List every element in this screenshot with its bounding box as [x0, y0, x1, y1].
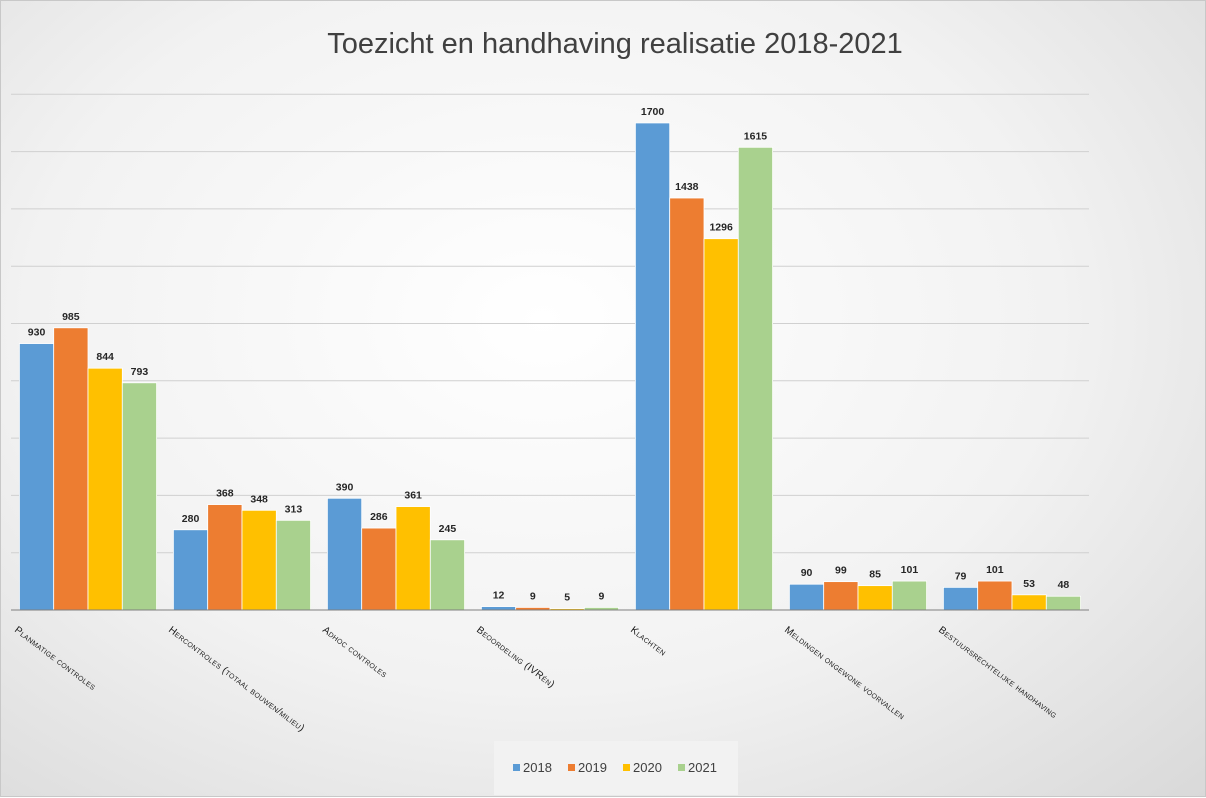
data-label: 9: [530, 590, 536, 602]
bar-2020: [1011, 594, 1047, 611]
data-label: 368: [216, 488, 234, 500]
bar-2018: [635, 122, 671, 611]
data-label: 348: [250, 493, 268, 505]
legend-swatch-2019: [568, 764, 575, 771]
category-label: Klachten: [628, 625, 668, 659]
data-label: 245: [439, 523, 457, 535]
data-label: 361: [404, 490, 422, 502]
category-label: Meldingen ongewone voorvallen: [782, 625, 906, 723]
data-label: 286: [370, 511, 388, 523]
bar-2018: [326, 497, 363, 611]
bar-2019: [53, 327, 89, 611]
data-label: 1296: [709, 222, 733, 234]
data-label: 1615: [744, 130, 768, 142]
data-label: 985: [62, 311, 80, 323]
bar-2018: [480, 606, 517, 611]
legend-label: 2018: [523, 760, 552, 775]
data-label: 85: [869, 569, 881, 581]
bar-2019: [977, 580, 1013, 611]
bar-2019: [361, 527, 397, 611]
data-label: 90: [801, 567, 813, 579]
bar-2020: [395, 506, 431, 611]
bar-2021: [737, 146, 773, 611]
data-label: 844: [96, 351, 114, 363]
data-label: 1700: [641, 106, 665, 118]
category-label: Planmatige controles: [12, 625, 98, 693]
bar-2020: [857, 585, 893, 611]
data-label: 9: [599, 590, 605, 602]
bar-2018: [18, 343, 55, 611]
gridlines: [11, 93, 1089, 554]
bar-2020: [87, 367, 123, 611]
category-label: Bestuursrechtelijke handhaving: [936, 625, 1059, 721]
bar-2021: [891, 580, 927, 611]
data-label: 99: [835, 565, 847, 577]
category-labels: Planmatige controles Hercontroles (totaal…: [12, 625, 1059, 735]
data-label: 5: [564, 592, 570, 604]
bar-2018: [172, 529, 209, 611]
bar-2019: [823, 581, 859, 611]
bar-2021: [1045, 595, 1082, 611]
bars: [18, 122, 1082, 611]
data-label: 101: [901, 564, 919, 576]
bar-2018: [789, 583, 825, 611]
bar-2021: [121, 382, 158, 611]
data-label: 79: [955, 570, 967, 582]
legend-label: 2021: [688, 760, 717, 775]
legend-swatch-2018: [513, 764, 520, 771]
data-label: 48: [1058, 579, 1070, 591]
bar-2020: [241, 509, 277, 611]
legend-label: 2020: [633, 760, 662, 775]
category-label: Adhoc controles: [320, 625, 389, 681]
category-label: Hercontroles (totaal bouwen/milieu): [166, 625, 306, 735]
bar-2018: [943, 586, 979, 611]
category-label: Beoordeling (IVRén): [474, 625, 556, 691]
data-label: 1438: [675, 181, 699, 193]
legend-box: [494, 741, 738, 795]
chart-title: Toezicht en handhaving realisatie 2018-2…: [327, 28, 903, 60]
data-label: 12: [493, 590, 505, 602]
legend: 2018 2019 2020 2021: [494, 741, 738, 795]
data-label: 793: [131, 366, 149, 378]
legend-items: 2018 2019 2020 2021: [513, 760, 717, 775]
data-label: 280: [182, 513, 200, 525]
bar-2019: [669, 197, 705, 611]
bar-2020: [703, 238, 739, 611]
data-label: 930: [28, 327, 46, 339]
legend-label: 2019: [578, 760, 607, 775]
bar-2021: [275, 519, 311, 611]
legend-swatch-2021: [678, 764, 685, 771]
data-label: 53: [1023, 578, 1035, 590]
bar-2019: [207, 504, 243, 611]
data-label: 390: [336, 481, 354, 493]
data-label: 101: [986, 564, 1004, 576]
legend-swatch-2020: [623, 764, 630, 771]
bar-2021: [429, 539, 465, 611]
data-label: 313: [285, 503, 303, 515]
